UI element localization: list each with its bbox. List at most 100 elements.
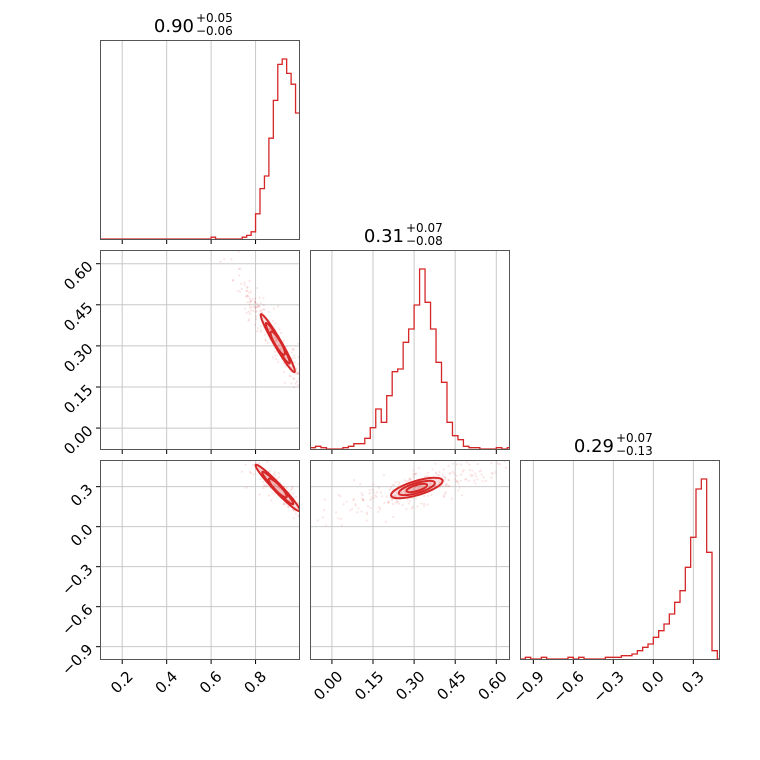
sample-point [318,522,320,524]
sample-point [305,520,307,522]
sample-point [459,479,462,482]
sample-point [375,491,378,494]
sample-point [368,492,371,495]
sample-point [275,338,278,341]
sample-point [236,289,240,292]
sample-point [243,284,246,287]
sample-point [461,494,464,497]
sample-point [392,515,395,519]
sample-point [283,381,287,384]
sample-point [352,499,355,502]
x-tick-label: −0.3 [589,668,627,706]
sample-point [387,500,390,503]
sample-point [254,306,257,309]
sample-point [465,478,468,481]
sample-point [287,505,290,509]
sample-point [398,483,401,486]
sample-point [387,501,390,504]
sample-point [356,511,359,514]
sample-point [306,509,308,511]
sample-point [259,309,262,313]
sample-point [240,282,243,285]
sample-point [390,498,394,501]
sample-point [217,421,219,423]
sample-point [413,486,417,489]
sample-point [245,486,248,489]
sample-point [372,497,375,500]
sample-point [323,498,327,501]
sample-point [438,470,441,474]
sample-point [266,341,270,344]
y-tick-label: 0.00 [60,422,96,458]
sample-point [272,472,276,476]
sample-point [354,504,357,507]
sample-point [219,433,221,435]
sample-point [337,517,340,520]
sample-point [284,502,287,506]
sample-point [445,483,448,486]
sample-point [417,487,420,490]
sample-point [316,539,318,541]
sample-point [306,378,308,380]
sample-point [297,515,300,518]
sample-point [405,508,408,511]
sample-point [481,480,484,483]
sample-point [199,406,201,408]
x-tick-label: 0.00 [310,668,346,704]
sample-point [333,415,335,417]
sample-point [429,482,432,485]
sample-point [226,432,228,434]
sample-point [295,367,298,370]
sample-point [248,297,251,300]
sample-point [372,488,375,491]
sample-point [248,291,251,295]
sample-point [352,497,355,501]
sample-point [234,235,236,237]
plot-area [316,460,510,527]
sample-point [320,418,322,420]
sample-point [426,494,430,497]
sample-point [255,302,259,305]
sample-point [242,445,244,447]
sample-point [327,554,329,556]
sample-point [276,305,280,308]
sample-point [264,339,268,342]
sample-point [456,480,459,483]
sample-point [317,523,319,525]
sample-point [382,474,386,477]
sample-point [219,423,221,425]
contour-level [267,477,288,499]
sample-point [314,531,316,533]
sample-point [450,497,453,500]
sample-point [312,403,314,405]
sample-point [278,487,281,490]
sample-point [369,506,372,510]
sample-point [509,460,510,461]
plot-area [310,268,510,450]
sample-point [454,478,457,481]
sample-point [407,502,411,505]
sample-point [405,480,408,483]
sample-point [349,553,351,555]
title-2: 0.29 +0.07−0.13 [574,431,653,458]
sample-point [314,532,316,534]
sample-point [277,486,280,489]
sample-point [314,530,316,532]
sample-point [293,510,296,513]
sample-point [304,523,306,525]
sample-point [248,454,250,456]
sample-point [423,475,427,479]
sample-point [443,475,446,479]
sample-point [322,430,324,432]
sample-point [263,333,266,337]
sample-point [444,477,447,480]
sample-point [383,521,385,523]
sample-point [224,419,226,421]
sample-point [444,491,447,494]
sample-point [471,469,474,472]
sample-point [396,491,399,495]
sample-point [361,493,364,497]
sample-point [314,399,316,401]
sample-point [250,309,253,312]
sample-point [246,289,249,292]
